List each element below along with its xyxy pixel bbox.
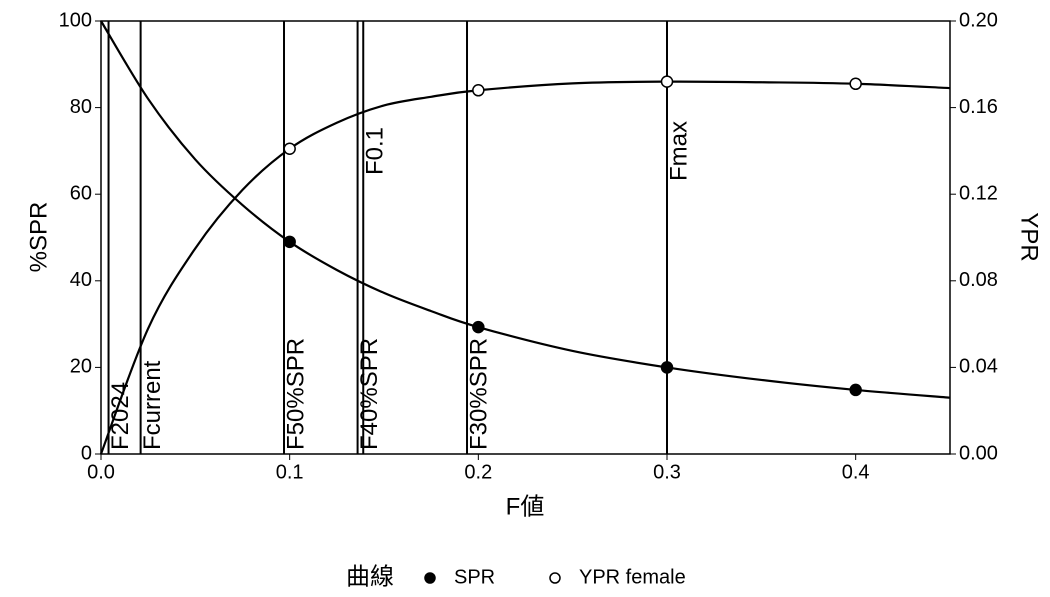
legend-label: YPR female <box>579 566 686 588</box>
data-point <box>849 77 862 91</box>
legend-marker <box>424 572 436 584</box>
data-point <box>849 383 862 397</box>
y2-tick-label: 0.20 <box>959 9 998 31</box>
data-point <box>283 235 296 249</box>
data-point <box>660 361 674 374</box>
x-tick-label: 0.3 <box>653 461 681 483</box>
y-tick-label: 20 <box>70 356 92 378</box>
plot-border <box>100 20 951 455</box>
y-axis-title: %SPR <box>25 202 52 273</box>
reference-label: F50%SPR <box>282 338 309 450</box>
y-tick-label: 100 <box>59 9 92 31</box>
data-point <box>283 142 296 155</box>
legend-marker <box>549 572 561 584</box>
x-tick-label: 0.2 <box>464 461 492 483</box>
series-line <box>99 80 951 455</box>
y2-tick-label: 0.12 <box>959 182 998 204</box>
y2-axis-title: YPR <box>1016 212 1043 261</box>
y2-tick-label: 0.08 <box>959 269 998 291</box>
reference-label: Fcurrent <box>139 360 166 450</box>
y-tick-label: 80 <box>70 96 92 118</box>
legend-label: SPR <box>454 566 495 588</box>
y2-tick-label: 0.00 <box>959 442 998 464</box>
reference-label: F2024 <box>107 382 134 450</box>
reference-label: Fmax <box>665 121 692 181</box>
y-tick-label: 40 <box>70 269 92 291</box>
x-tick-label: 0.1 <box>276 461 304 483</box>
reference-label: F0.1 <box>362 127 389 175</box>
y-tick-label: 60 <box>70 182 92 204</box>
x-axis-title: F値 <box>506 493 545 520</box>
y-tick-label: 0 <box>81 442 92 464</box>
data-point <box>472 320 485 334</box>
x-tick-label: 0.4 <box>842 461 870 483</box>
x-tick-label: 0.0 <box>87 461 115 483</box>
data-point <box>660 75 674 88</box>
reference-label: F40%SPR <box>356 338 383 450</box>
series-line <box>100 20 951 399</box>
legend-title: 曲線 <box>346 563 394 590</box>
y2-tick-label: 0.04 <box>959 356 998 378</box>
data-point <box>472 84 485 97</box>
y2-tick-label: 0.16 <box>959 96 998 118</box>
reference-label: F30%SPR <box>465 338 492 450</box>
